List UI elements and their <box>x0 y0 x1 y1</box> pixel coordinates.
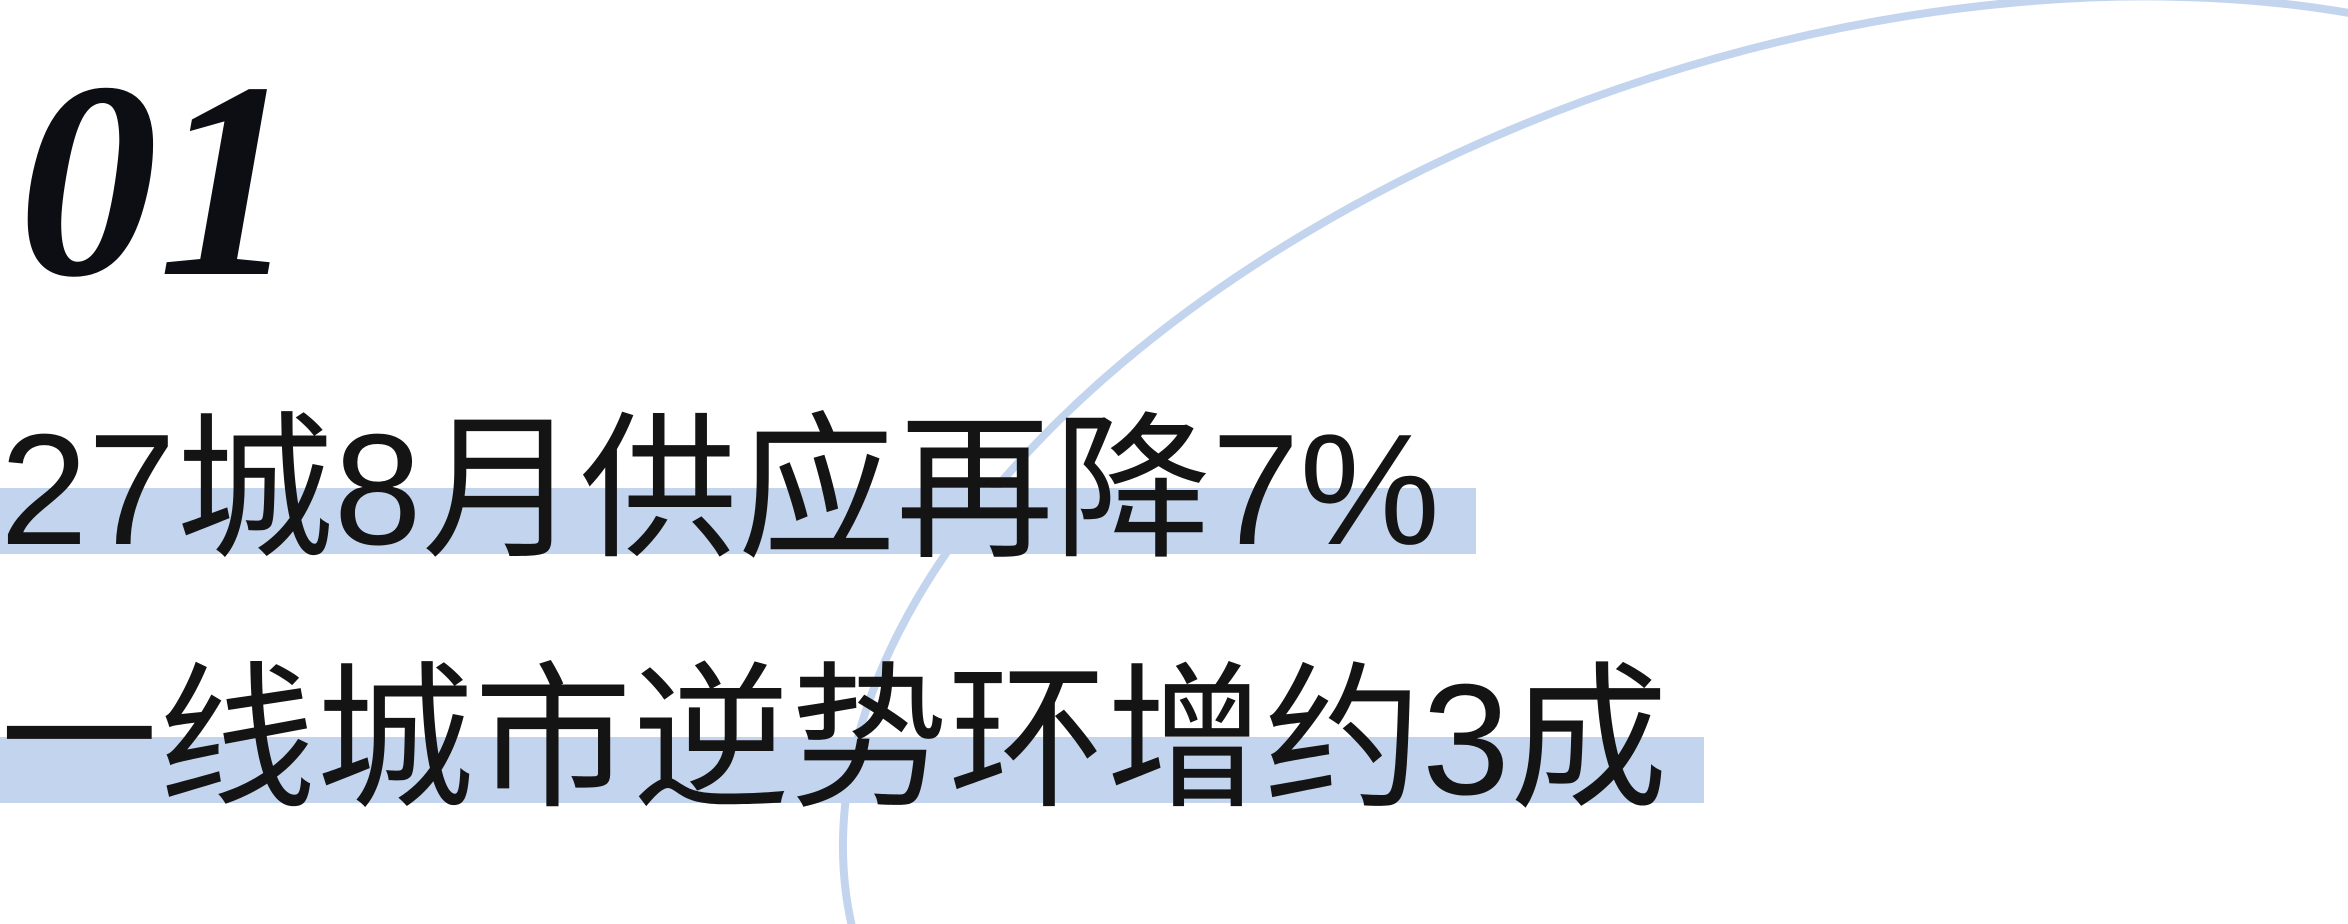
section-number: 01 <box>18 40 298 320</box>
heading-line-2: 一线城市逆势环增约3成 <box>0 642 1668 840</box>
infographic-heading-block: 01 27城8月供应再降7% 一线城市逆势环增约3成 <box>0 0 2348 924</box>
heading-line-2-text: 一线城市逆势环增约3成 <box>0 652 1668 828</box>
heading-line-1-text: 27城8月供应再降7% <box>0 402 1440 578</box>
heading: 27城8月供应再降7% 一线城市逆势环增约3成 <box>0 392 1668 839</box>
heading-line-1: 27城8月供应再降7% <box>0 392 1440 590</box>
